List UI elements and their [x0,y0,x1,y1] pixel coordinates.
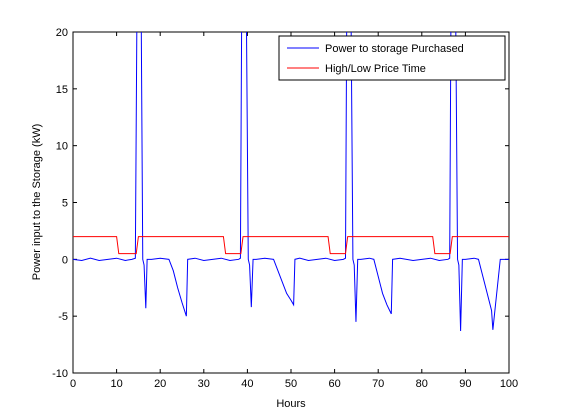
legend-box [278,35,506,81]
x-tick-label: 80 [416,378,428,390]
y-tick-label: 20 [56,27,68,39]
data-line [73,32,509,331]
x-axis-label: Hours [276,398,306,410]
legend-label: High/Low Price Time [325,63,426,75]
data-line [73,236,509,255]
x-tick-label: 50 [285,378,297,390]
x-tick-label: 0 [70,378,76,390]
plot-area [72,31,510,374]
y-tick-label: 10 [56,141,68,153]
y-tick-label: -5 [58,311,68,323]
x-tick-label: 30 [198,378,210,390]
plot-lines [73,32,509,331]
y-tick-label: -10 [52,368,68,380]
x-tick-label: 90 [459,378,471,390]
y-tick-label: 5 [62,198,68,210]
y-axis-label: Power input to the Storage (kW) [31,124,43,281]
x-tick-label: 10 [110,378,122,390]
x-tick-label: 60 [328,378,340,390]
y-tick-label: 0 [62,254,68,266]
legend-label: Power to storage Purchased [325,43,464,55]
x-tick-label: 20 [154,378,166,390]
x-tick-label: 40 [241,378,253,390]
x-tick-label: 100 [500,378,518,390]
y-tick-label: 15 [56,84,68,96]
x-tick-label: 70 [372,378,384,390]
